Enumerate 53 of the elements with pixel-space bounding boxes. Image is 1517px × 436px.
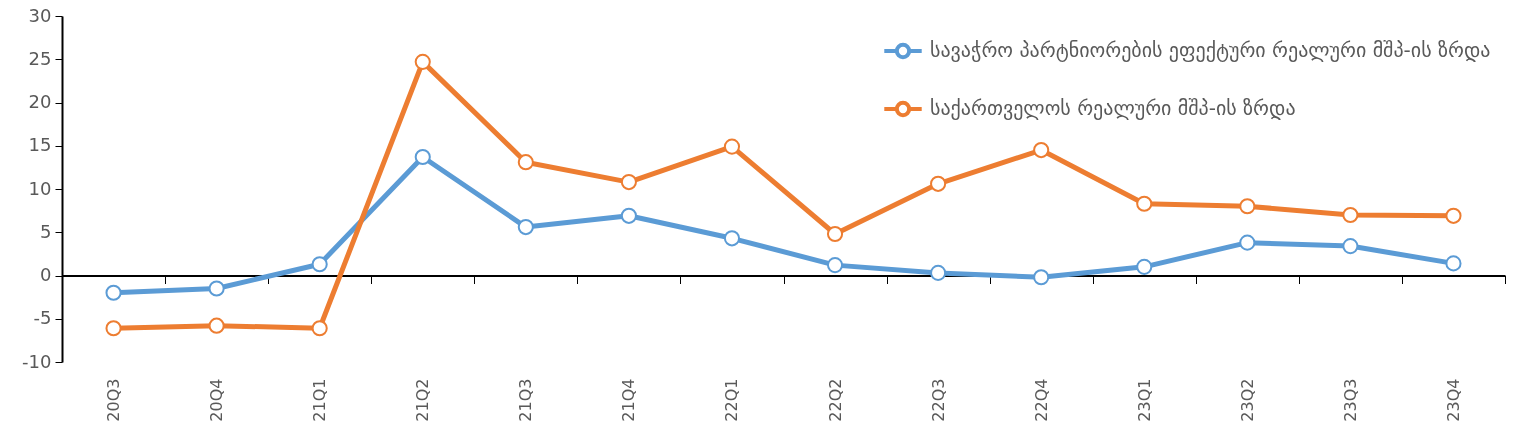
x-tick-label: 20Q3 [104, 378, 124, 422]
point [414, 148, 431, 166]
point [105, 284, 122, 301]
point [517, 219, 534, 236]
point [930, 175, 947, 192]
x-tick-label: 22Q3 [928, 378, 948, 422]
point [1033, 142, 1050, 159]
point [826, 257, 844, 274]
point [723, 138, 741, 155]
point [208, 317, 225, 334]
legend-label: სავაჭრო პარტნიორების ეფექტური რეალური მშპ-ის ზრდა [930, 38, 1491, 62]
x-tick-label: 22Q4 [1031, 378, 1051, 422]
y-tick-label: -10 [22, 350, 52, 372]
point [1342, 238, 1359, 255]
x-tick-label: 21Q2 [413, 378, 433, 422]
point [1136, 258, 1153, 275]
point [517, 154, 534, 171]
point [1033, 269, 1050, 286]
point [620, 207, 637, 224]
x-tick-label: 23Q1 [1134, 378, 1154, 422]
point [311, 256, 328, 273]
x-tick-label: 23Q3 [1340, 378, 1360, 422]
x-tick-label: 22Q2 [825, 378, 845, 422]
y-tick-label: -5 [33, 307, 52, 329]
y-tick-label: 0 [40, 264, 52, 285]
point [1239, 234, 1256, 251]
point [1136, 195, 1153, 212]
y-tick-label: 20 [28, 91, 52, 112]
y-tick-label: 15 [28, 134, 52, 156]
point [826, 225, 844, 243]
y-tick-label: 30 [28, 4, 52, 26]
point [414, 53, 431, 70]
x-tick-label: 23Q4 [1443, 378, 1463, 422]
x-tick-label: 21Q4 [619, 378, 639, 422]
point [620, 174, 637, 191]
y-tick-label: 5 [40, 220, 52, 242]
point [311, 320, 328, 337]
x-tick-label: 20Q4 [207, 378, 227, 422]
x-tick-label: 21Q3 [516, 378, 536, 422]
y-tick-label: 10 [28, 177, 52, 199]
point [1239, 198, 1256, 215]
point [930, 264, 947, 281]
x-tick-label: 23Q2 [1237, 378, 1257, 422]
legend-label: საქართველოს რეალური მშპ-ის ზრდა [930, 96, 1296, 120]
point [723, 230, 741, 247]
point [208, 280, 225, 297]
point [1445, 255, 1462, 272]
point [1342, 206, 1359, 224]
point [1445, 207, 1462, 224]
x-tick-label: 21Q1 [310, 378, 330, 422]
y-tick-label: 25 [28, 47, 52, 69]
x-tick-label: 22Q1 [722, 378, 742, 422]
point [105, 320, 122, 337]
